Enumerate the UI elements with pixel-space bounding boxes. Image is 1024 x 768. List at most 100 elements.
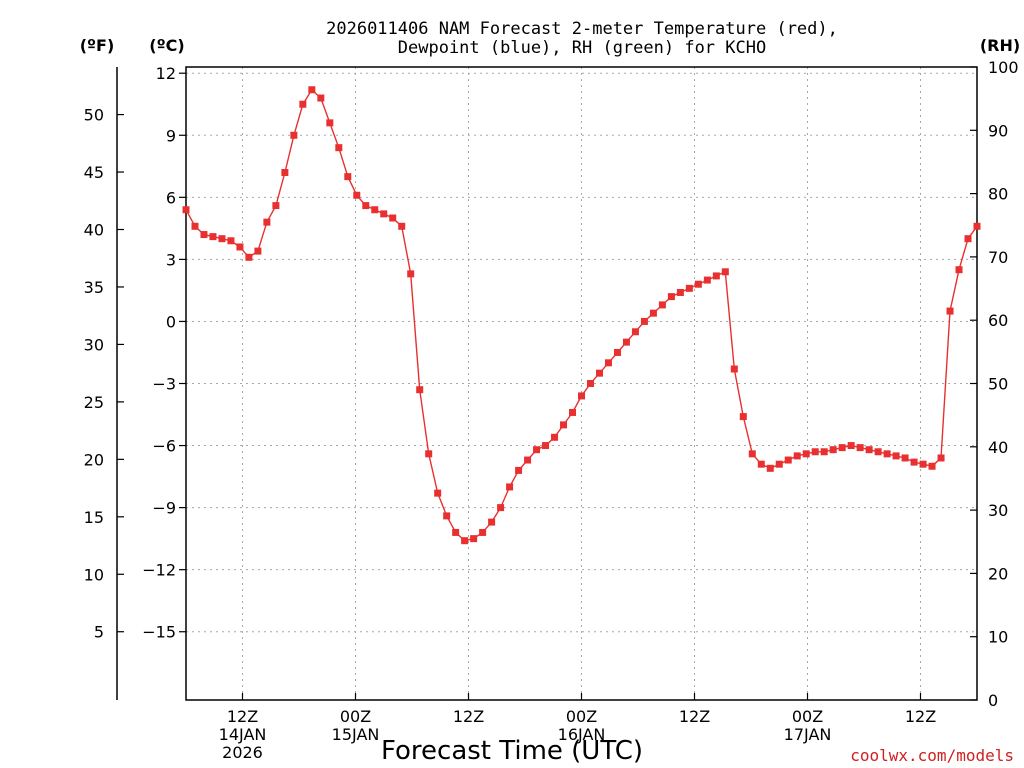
temperature-point xyxy=(479,528,487,536)
temperature-point xyxy=(569,408,577,416)
temperature-point xyxy=(595,369,603,377)
time-tick-label: 12Z xyxy=(905,707,936,726)
temperature-point xyxy=(793,452,801,460)
temperature-point xyxy=(640,317,648,325)
temperature-point xyxy=(856,444,864,452)
temperature-point xyxy=(371,206,379,214)
temperature-point xyxy=(461,537,469,545)
rh-tick-label: 70 xyxy=(988,248,1008,267)
temperature-point xyxy=(802,450,810,458)
temperature-point xyxy=(335,144,343,152)
rh-tick-label: 20 xyxy=(988,564,1008,583)
fahrenheit-tick-label: 35 xyxy=(84,278,104,297)
fahrenheit-tick-label: 40 xyxy=(84,221,104,240)
temperature-point xyxy=(542,442,550,450)
temperature-point xyxy=(236,243,244,251)
time-tick-label: 12Z xyxy=(679,707,710,726)
temperature-point xyxy=(811,448,819,456)
temperature-point xyxy=(703,276,711,284)
temperature-point xyxy=(362,202,370,210)
temperature-point xyxy=(721,268,729,276)
rh-tick-label: 90 xyxy=(988,121,1008,140)
fahrenheit-tick-label: 15 xyxy=(84,508,104,527)
chart-title-line: Dewpoint (blue), RH (green) for KCHO xyxy=(398,38,766,58)
temperature-point xyxy=(533,446,541,454)
celsius-unit-label: (ºC) xyxy=(149,36,184,55)
temperature-point xyxy=(865,446,873,454)
temperature-point xyxy=(560,421,568,429)
rh-tick-label: 10 xyxy=(988,628,1008,647)
rh-tick-label: 0 xyxy=(988,691,998,710)
temperature-point xyxy=(281,169,289,176)
temperature-point xyxy=(739,413,747,421)
temperature-point xyxy=(586,380,594,387)
temperature-point xyxy=(910,458,918,466)
temperature-point xyxy=(218,235,226,243)
temperature-point xyxy=(434,489,442,497)
time-tick-label: 00Z xyxy=(792,707,823,726)
temperature-point xyxy=(245,253,253,261)
temperature-point xyxy=(901,454,909,462)
time-tick-label: 16JAN xyxy=(558,725,606,744)
temperature-point xyxy=(470,535,478,543)
temperature-point xyxy=(820,448,828,456)
temperature-point xyxy=(604,359,612,367)
celsius-tick-label: 12 xyxy=(156,64,176,83)
axes xyxy=(116,66,978,701)
temperature-point xyxy=(380,210,388,218)
temperature-point xyxy=(973,222,981,230)
temperature-point xyxy=(730,365,738,373)
temperature-point xyxy=(353,191,361,199)
celsius-tick-label: −12 xyxy=(142,561,176,580)
temperature-point xyxy=(883,450,891,458)
temperature-point xyxy=(578,392,585,400)
temperature-point xyxy=(784,456,792,464)
temperature-point xyxy=(191,222,199,230)
temperature-point xyxy=(685,284,693,292)
temperature-point xyxy=(290,131,298,139)
temperature-point xyxy=(649,309,657,317)
temperature-point xyxy=(443,512,451,520)
temperature-point xyxy=(182,206,190,214)
temperature-point xyxy=(613,348,621,356)
fahrenheit-tick-label: 10 xyxy=(84,565,104,584)
chart-title-line: 2026011406 NAM Forecast 2-meter Temperat… xyxy=(326,19,838,39)
time-tick-label: 15JAN xyxy=(332,725,380,744)
temperature-point xyxy=(344,173,352,181)
temperature-point xyxy=(937,454,945,462)
temperature-point xyxy=(955,266,963,274)
temperature-point xyxy=(748,450,756,458)
temperature-point xyxy=(254,247,262,255)
temperature-point xyxy=(308,86,316,94)
time-tick-label: 00Z xyxy=(566,707,597,726)
temperature-point xyxy=(964,235,972,243)
temperature-point xyxy=(263,218,271,226)
temperature-point xyxy=(317,94,325,102)
temperature-point xyxy=(407,270,415,278)
fahrenheit-tick-label: 50 xyxy=(84,106,104,125)
celsius-tick-label: 3 xyxy=(166,250,176,269)
temperature-point xyxy=(919,460,927,468)
celsius-tick-label: 9 xyxy=(166,126,176,145)
series xyxy=(182,86,981,545)
rh-tick-label: 50 xyxy=(988,375,1008,394)
temperature-point xyxy=(452,528,460,536)
temperature-point xyxy=(416,386,424,394)
temperature-point xyxy=(227,237,235,245)
temperature-point xyxy=(299,100,307,108)
fahrenheit-tick-label: 20 xyxy=(84,450,104,469)
temperature-point xyxy=(515,466,523,474)
fahrenheit-tick-label: 5 xyxy=(94,623,104,642)
celsius-tick-label: 0 xyxy=(166,312,176,331)
temperature-point xyxy=(766,464,774,472)
celsius-tick-label: 6 xyxy=(166,188,176,207)
temperature-point xyxy=(551,433,559,441)
temperature-point xyxy=(506,483,514,491)
time-tick-label: 17JAN xyxy=(784,725,832,744)
fahrenheit-tick-label: 25 xyxy=(84,393,104,412)
temperature-point xyxy=(631,328,639,336)
temperature-point xyxy=(200,231,208,239)
rh-tick-label: 100 xyxy=(988,58,1019,77)
fahrenheit-tick-label: 30 xyxy=(84,335,104,354)
temperature-point xyxy=(389,214,397,222)
